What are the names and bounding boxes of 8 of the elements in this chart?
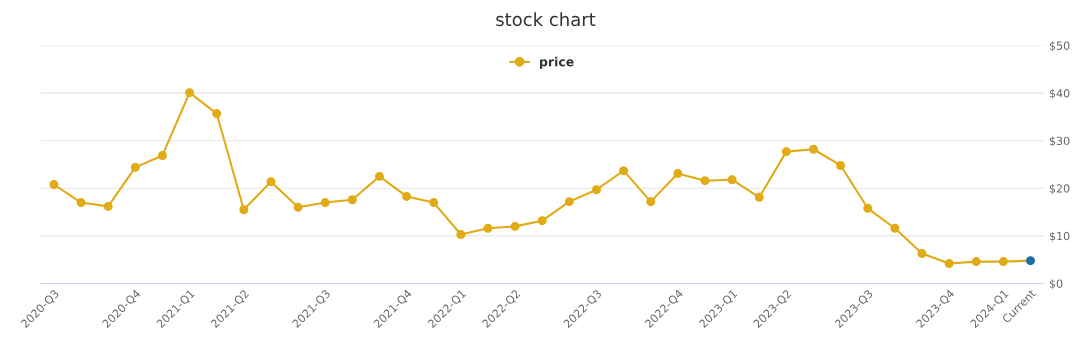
y-tick-label: $50 xyxy=(1049,41,1070,52)
y-tick-label: $30 xyxy=(1049,136,1070,147)
y-tick-label: $0 xyxy=(1049,279,1063,290)
y-tick-label: $10 xyxy=(1049,231,1070,242)
legend-label: price xyxy=(540,56,574,69)
chart-title: stock chart xyxy=(496,12,596,27)
y-tick-label: $40 xyxy=(1049,88,1070,99)
y-tick-label: $20 xyxy=(1049,184,1070,195)
